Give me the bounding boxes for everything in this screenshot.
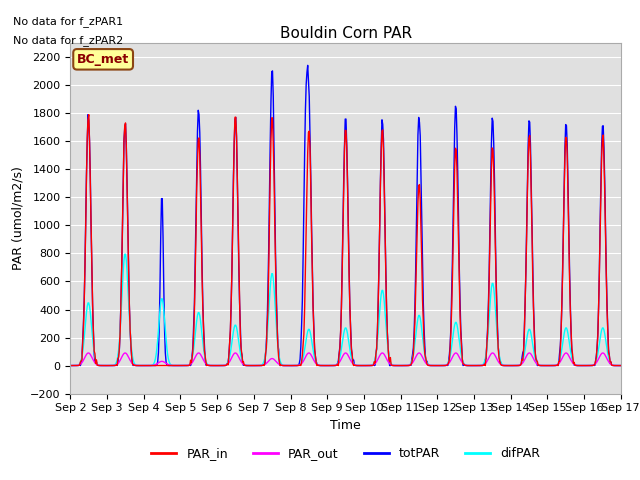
Title: Bouldin Corn PAR: Bouldin Corn PAR: [280, 25, 412, 41]
difPAR: [122, 252, 129, 257]
difPAR: [617, 363, 625, 369]
totPAR: [190, 323, 198, 329]
PAR_out: [220, 362, 227, 368]
Line: totPAR: totPAR: [70, 65, 621, 366]
PAR_in: [67, 363, 74, 369]
totPAR: [617, 363, 625, 369]
Line: PAR_in: PAR_in: [70, 115, 621, 366]
PAR_out: [67, 363, 74, 369]
PAR_in: [85, 112, 93, 118]
PAR_out: [134, 363, 141, 369]
PAR_out: [140, 363, 148, 369]
PAR_out: [617, 363, 625, 369]
PAR_in: [77, 359, 84, 365]
PAR_out: [84, 350, 92, 356]
X-axis label: Time: Time: [330, 419, 361, 432]
PAR_out: [77, 361, 84, 367]
totPAR: [134, 363, 141, 369]
Line: PAR_out: PAR_out: [70, 353, 621, 366]
totPAR: [414, 132, 422, 138]
totPAR: [77, 360, 85, 366]
PAR_out: [191, 356, 198, 361]
difPAR: [191, 339, 198, 345]
PAR_in: [414, 199, 422, 205]
PAR_in: [430, 363, 438, 369]
PAR_in: [191, 308, 198, 314]
PAR_in: [134, 363, 141, 369]
PAR_in: [140, 363, 148, 369]
Text: No data for f_zPAR2: No data for f_zPAR2: [13, 35, 123, 46]
PAR_out: [414, 351, 422, 357]
difPAR: [220, 362, 227, 368]
totPAR: [430, 363, 438, 369]
Y-axis label: PAR (umol/m2/s): PAR (umol/m2/s): [12, 167, 24, 270]
difPAR: [414, 315, 422, 321]
totPAR: [219, 363, 227, 369]
Line: difPAR: difPAR: [70, 254, 621, 366]
totPAR: [304, 62, 312, 68]
difPAR: [430, 363, 438, 369]
Text: BC_met: BC_met: [77, 53, 129, 66]
PAR_in: [617, 363, 625, 369]
difPAR: [134, 362, 141, 368]
difPAR: [67, 363, 74, 369]
totPAR: [67, 363, 74, 369]
difPAR: [77, 360, 84, 365]
Legend: PAR_in, PAR_out, totPAR, difPAR: PAR_in, PAR_out, totPAR, difPAR: [147, 442, 545, 465]
Text: No data for f_zPAR1: No data for f_zPAR1: [13, 16, 123, 27]
PAR_in: [220, 363, 227, 369]
totPAR: [77, 363, 84, 369]
difPAR: [140, 363, 148, 369]
PAR_out: [430, 363, 438, 369]
